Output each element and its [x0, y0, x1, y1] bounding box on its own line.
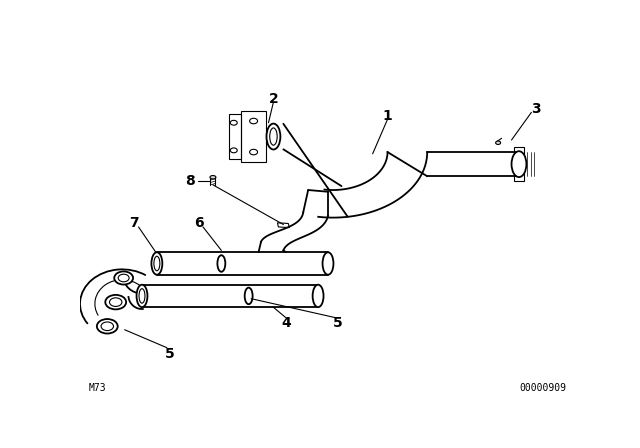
Ellipse shape	[266, 124, 280, 150]
Text: 4: 4	[281, 316, 291, 330]
Ellipse shape	[97, 319, 118, 333]
Text: 7: 7	[129, 216, 138, 230]
Ellipse shape	[210, 176, 216, 179]
Text: 1: 1	[383, 109, 392, 123]
Ellipse shape	[114, 271, 133, 284]
Ellipse shape	[495, 141, 500, 145]
Text: 5: 5	[333, 316, 343, 330]
Ellipse shape	[106, 295, 126, 310]
Text: 8: 8	[185, 174, 195, 189]
Text: 6: 6	[194, 216, 204, 230]
Text: 00000909: 00000909	[519, 383, 566, 392]
Text: 3: 3	[531, 102, 541, 116]
Ellipse shape	[511, 151, 527, 177]
Ellipse shape	[312, 285, 324, 307]
Ellipse shape	[136, 285, 147, 307]
Ellipse shape	[152, 252, 163, 275]
Ellipse shape	[323, 252, 333, 275]
Text: M73: M73	[89, 383, 106, 392]
Text: 2: 2	[269, 91, 278, 106]
Text: 5: 5	[164, 347, 174, 361]
